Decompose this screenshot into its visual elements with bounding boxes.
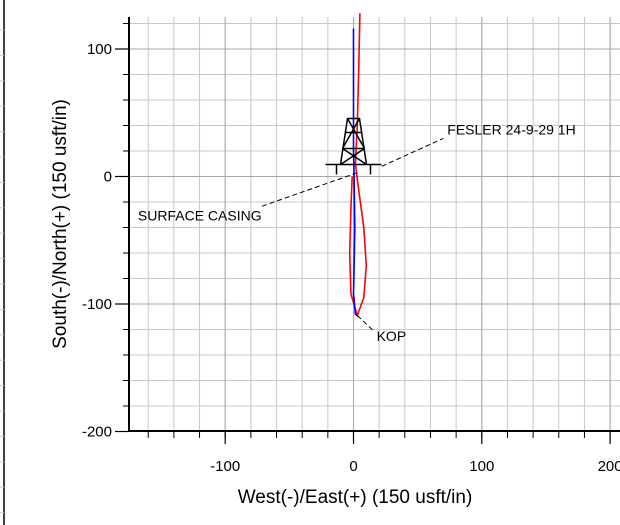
x-tick-label: 100: [469, 458, 494, 475]
series-layer: [348, 13, 368, 319]
annotation-label: SURFACE CASING: [138, 207, 262, 223]
axes: -100 0 100 200 -200 -100 0 100: [82, 17, 620, 475]
rig-brace: [346, 118, 366, 149]
annotation-label: KOP: [377, 328, 407, 344]
x-tick-label: 0: [349, 458, 357, 475]
rig-brace: [342, 147, 367, 166]
y-tick-label: 100: [87, 41, 112, 58]
annotation-leader: [261, 172, 358, 207]
y-tick-label: -100: [82, 296, 112, 313]
x-tick-label: 200: [598, 458, 620, 475]
y-tick-label: -200: [82, 424, 112, 441]
rig-frame: [339, 117, 368, 165]
annotations: FESLER 24-9-29 1H SURFACE CASING KOP: [138, 121, 576, 343]
y-axis-label: South(-)/North(+) (150 usft/in): [50, 99, 71, 349]
x-axis-label: West(-)/East(+) (150 usft/in): [238, 487, 473, 508]
rig-brace: [341, 118, 361, 149]
y-tick-label: 0: [104, 169, 112, 186]
wellbore-path-1: [348, 13, 368, 319]
x-tick-label: -100: [210, 458, 240, 475]
annotation-leader: [357, 315, 375, 333]
wellbore-path-2: [352, 28, 358, 317]
annotation-leader: [381, 137, 444, 167]
annotation-label: FESLER 24-9-29 1H: [447, 121, 575, 137]
rig-symbol-icon: [325, 117, 382, 175]
rig-brace: [340, 147, 365, 166]
